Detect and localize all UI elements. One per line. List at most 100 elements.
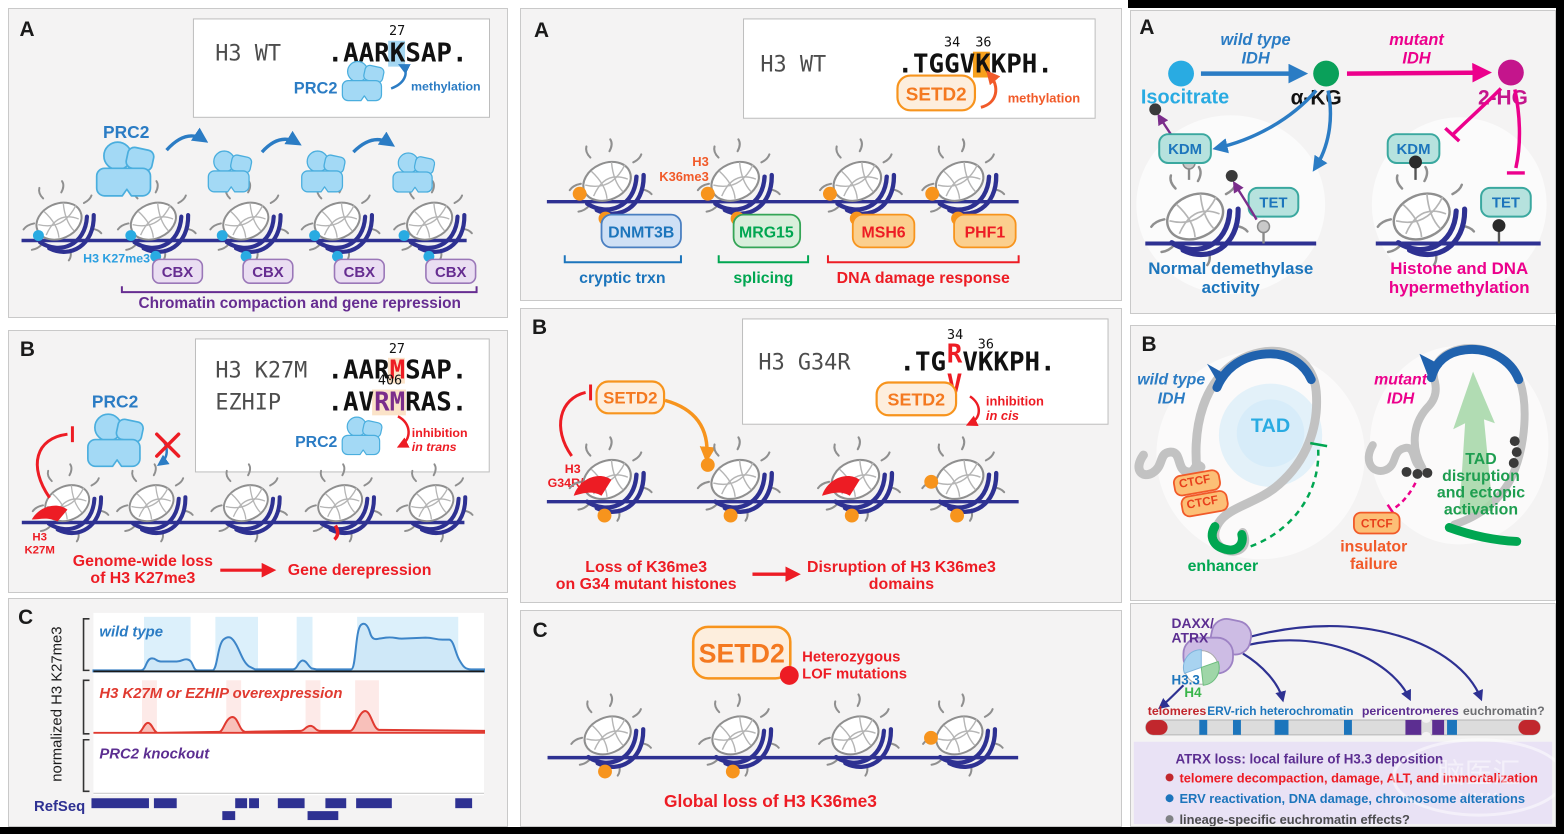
g34-tail-wedge (821, 475, 860, 496)
nucleosome-icon (24, 181, 102, 260)
mut-idh-label-2: IDH (1387, 390, 1415, 407)
k27me3-dots (32, 230, 435, 262)
prc2-main-label: PRC2 (103, 122, 149, 142)
ctcf-box (1353, 511, 1401, 535)
msh6-label: MSH6 (862, 224, 906, 241)
prc2-blob-icon (341, 60, 386, 102)
methylation-arrow (390, 64, 411, 90)
prc2-blob-icon (87, 413, 146, 468)
residue-406: 406 (378, 374, 402, 389)
panel-label: C (533, 619, 548, 642)
nucleosome-icon (819, 694, 899, 775)
panel-label: B (532, 316, 547, 339)
tad-disruption-1: TAD (1465, 451, 1496, 468)
removed-methyl-dot (1149, 103, 1162, 116)
k27m-tail-wedge (31, 505, 68, 522)
nucleosome-icon (818, 437, 900, 520)
frame-right-bar (1556, 0, 1564, 834)
prc2-blob-icon (341, 416, 384, 456)
cryptic-trxn-caption: cryptic trxn (579, 270, 665, 287)
frame-top-right-bar (1128, 0, 1564, 8)
tad-disruption-2: disruption (1442, 468, 1520, 485)
residue-27: 27 (389, 24, 405, 39)
prc2-blob-icon (207, 150, 254, 193)
wt-caption-1: Normal demethylase (1148, 259, 1313, 278)
pericentromeres-label: pericentromeres (1362, 704, 1459, 718)
h3k27me3-label: H3 K27me3 (83, 251, 150, 265)
lof-mutation-dot (779, 665, 799, 685)
seq-m27: M (390, 356, 406, 386)
insulator-label-2: failure (1350, 556, 1398, 573)
setd2-box (691, 625, 792, 680)
nucleosome-icon (394, 181, 472, 260)
seq-post: SAP. (405, 39, 467, 69)
methylation-label: methylation (1008, 90, 1081, 105)
k36me3-dots (597, 457, 965, 523)
panel-left-a: A H3 WT .AAR K SAP. 27 PRC2 methylation … (8, 8, 508, 318)
hg-dot (1497, 59, 1524, 86)
methylation-label: methylation (411, 79, 481, 93)
k36-highlight (972, 51, 990, 78)
wt-idh-label-2: IDH (1241, 50, 1270, 68)
inhibition-label: inhibition (412, 426, 468, 440)
removed-methyl-dot (1225, 169, 1238, 182)
watermark: 脑医汇 (1392, 738, 1555, 817)
derepression-caption: Gene derepression (288, 562, 432, 579)
k27m-tail-tick (333, 524, 340, 541)
nucleosome-icon (211, 464, 287, 541)
dnmt3b-label: DNMT3B (608, 224, 674, 241)
transcription-arrowhead (1206, 363, 1228, 388)
setd2-box (875, 381, 958, 417)
active-gene-segment (1212, 349, 1316, 393)
nucleosome-icon (570, 139, 652, 222)
ctcf-failure-arc (1392, 482, 1417, 510)
heterozygous-label: Heterozygous (802, 650, 900, 666)
inhibition-label: inhibition (986, 393, 1044, 408)
in-cis-label: in cis (986, 408, 1019, 423)
enhancer-tbar (1310, 441, 1328, 448)
h3-k27m-label: H3 K27M (215, 359, 307, 384)
panel-mid-b: B H3 G34R .TG R V VKKPH. 34 36 SETD2 inh… (520, 308, 1122, 603)
ctcf-label: CTCF (1361, 517, 1393, 531)
ezhip-label: EZHIP (215, 390, 281, 415)
panel-label: B (1141, 333, 1156, 356)
track3-label: PRC2 knockout (99, 747, 210, 763)
nucleosome-icon (306, 464, 382, 541)
tad-disruption-3: and ectopic (1437, 485, 1525, 502)
seq-post: KPH. (991, 50, 1053, 80)
panel-right-b: B wild type IDH TAD CTCF CTCF enhancer m… (1130, 325, 1556, 601)
cbx-label: CBX (344, 265, 376, 281)
blocked-enhancer-arc (1250, 449, 1320, 548)
enhancer-label: enhancer (1188, 558, 1259, 575)
mut-caption-2: hypermethylation (1389, 278, 1530, 297)
wt-idh-label-2: IDH (1158, 390, 1186, 407)
ddr-caption: DNA damage response (837, 270, 1010, 287)
lof-label: LOF mutations (802, 666, 907, 682)
enhancer-segment (1444, 523, 1522, 546)
h3-label: H3 (565, 462, 581, 476)
rm406-highlight (372, 389, 406, 416)
reader-boxes (600, 213, 1017, 249)
track1-label: wild type (99, 625, 163, 641)
insulator-label-1: insulator (1340, 538, 1407, 555)
deposition-arcs (1158, 625, 1483, 710)
nucleosome-icon (820, 139, 902, 222)
residue-34: 34 (947, 328, 963, 343)
residue-27: 27 (389, 342, 405, 357)
hg-inhibit-kdm (1452, 87, 1503, 136)
cbx-label: CBX (252, 265, 284, 281)
ectopic-activation-arrow (1453, 371, 1495, 515)
h4-label: H4 (1184, 685, 1202, 700)
nucleosome-icon (698, 139, 780, 222)
residue-36: 36 (978, 338, 994, 353)
prc2-blob-icon (301, 150, 347, 193)
prc2-blob-icon (392, 152, 437, 193)
panel-caption: Chromatin compaction and gene repression (139, 295, 461, 312)
prc2-main-label: PRC2 (92, 391, 138, 411)
erv-label: ERV-rich heterochromatin (1207, 704, 1353, 718)
panel-label: A (534, 19, 549, 42)
prc2-blob-icon (95, 141, 156, 197)
k36me3-label: K36me3 (659, 169, 709, 184)
track-brackets (82, 618, 90, 793)
